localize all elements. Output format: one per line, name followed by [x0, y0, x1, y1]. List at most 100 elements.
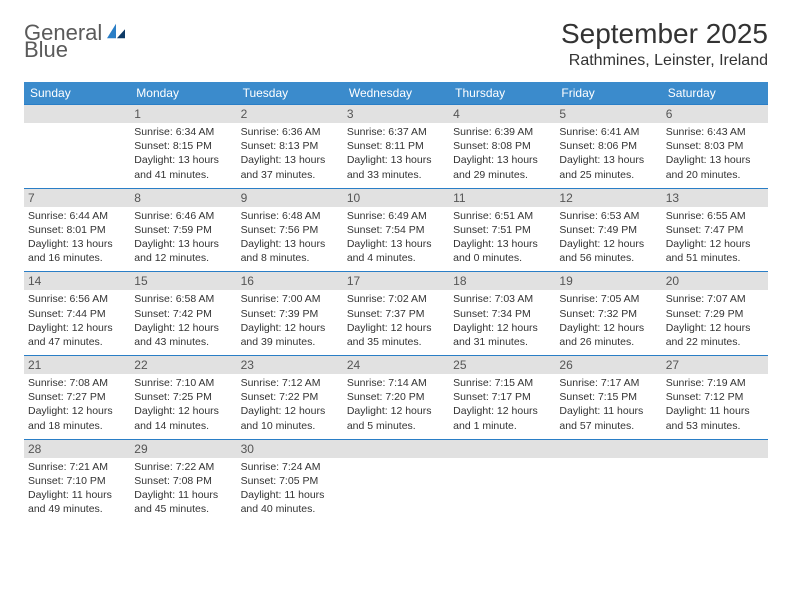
sunset-line: Sunset: 7:22 PM	[241, 390, 337, 404]
day-info: Sunrise: 7:08 AMSunset: 7:27 PMDaylight:…	[28, 376, 126, 433]
sunset-line: Sunset: 7:51 PM	[453, 223, 549, 237]
sunrise-line: Sunrise: 7:14 AM	[347, 376, 443, 390]
daylight-label: Daylight:	[241, 322, 285, 334]
sunrise-label: Sunrise:	[559, 210, 600, 222]
sunset-label: Sunset:	[559, 308, 598, 320]
daylight-label: Daylight:	[347, 405, 391, 417]
day-number: 14	[24, 272, 130, 290]
sunset-value: 7:22 PM	[279, 391, 318, 403]
day-cell	[662, 458, 768, 523]
sunset-line: Sunset: 7:39 PM	[241, 307, 337, 321]
daylight-line: Daylight: 11 hours and 40 minutes.	[241, 488, 337, 516]
sunrise-line: Sunrise: 7:21 AM	[28, 460, 124, 474]
logo-text-wrap: General Blue	[24, 22, 127, 61]
day-cell	[24, 123, 130, 188]
day-number: 27	[662, 356, 768, 374]
sunrise-label: Sunrise:	[241, 377, 282, 389]
sunrise-value: 7:22 AM	[176, 461, 215, 473]
sunset-label: Sunset:	[241, 140, 280, 152]
daynum-row: 282930	[24, 439, 768, 458]
day-cell: Sunrise: 6:39 AMSunset: 8:08 PMDaylight:…	[449, 123, 555, 188]
daylight-line: Daylight: 13 hours and 41 minutes.	[134, 153, 230, 181]
day-info: Sunrise: 7:10 AMSunset: 7:25 PMDaylight:…	[134, 376, 232, 433]
daylight-line: Daylight: 12 hours and 18 minutes.	[28, 404, 124, 432]
sunrise-line: Sunrise: 7:02 AM	[347, 292, 443, 306]
daylight-line: Daylight: 12 hours and 43 minutes.	[134, 321, 230, 349]
sunset-value: 8:11 PM	[385, 140, 423, 152]
daylight-label: Daylight:	[666, 154, 710, 166]
sunrise-label: Sunrise:	[453, 210, 494, 222]
sunrise-line: Sunrise: 6:34 AM	[134, 125, 230, 139]
daylight-label: Daylight:	[134, 238, 178, 250]
day-cell: Sunrise: 6:37 AMSunset: 8:11 PMDaylight:…	[343, 123, 449, 188]
day-cell: Sunrise: 6:36 AMSunset: 8:13 PMDaylight:…	[237, 123, 343, 188]
sunset-label: Sunset:	[28, 391, 67, 403]
sunrise-label: Sunrise:	[559, 377, 600, 389]
sunset-value: 8:15 PM	[173, 140, 212, 152]
day-number: 21	[24, 356, 130, 374]
day-cell: Sunrise: 6:43 AMSunset: 8:03 PMDaylight:…	[662, 123, 768, 188]
daylight-label: Daylight:	[666, 238, 710, 250]
sunset-line: Sunset: 7:42 PM	[134, 307, 230, 321]
daylight-line: Daylight: 12 hours and 31 minutes.	[453, 321, 549, 349]
day-header-wed: Wednesday	[343, 82, 449, 104]
daylight-label: Daylight:	[28, 405, 72, 417]
sunrise-value: 7:08 AM	[69, 377, 108, 389]
daylight-label: Daylight:	[559, 238, 603, 250]
sunrise-label: Sunrise:	[347, 126, 388, 138]
daynum-row: 14151617181920	[24, 271, 768, 290]
sunset-value: 7:47 PM	[704, 224, 743, 236]
info-row: Sunrise: 6:44 AMSunset: 8:01 PMDaylight:…	[24, 207, 768, 272]
day-number: 10	[343, 189, 449, 207]
day-cell: Sunrise: 7:03 AMSunset: 7:34 PMDaylight:…	[449, 290, 555, 355]
daylight-label: Daylight:	[134, 322, 178, 334]
day-cell: Sunrise: 7:02 AMSunset: 7:37 PMDaylight:…	[343, 290, 449, 355]
sunset-line: Sunset: 8:15 PM	[134, 139, 230, 153]
sunrise-label: Sunrise:	[559, 126, 600, 138]
sunrise-line: Sunrise: 6:58 AM	[134, 292, 230, 306]
day-number: 1	[130, 105, 236, 123]
daylight-label: Daylight:	[347, 322, 391, 334]
day-number: 26	[555, 356, 661, 374]
sunrise-line: Sunrise: 6:46 AM	[134, 209, 230, 223]
info-row: Sunrise: 6:34 AMSunset: 8:15 PMDaylight:…	[24, 123, 768, 188]
sunset-value: 7:15 PM	[598, 391, 637, 403]
day-cell: Sunrise: 7:07 AMSunset: 7:29 PMDaylight:…	[662, 290, 768, 355]
sunrise-value: 7:03 AM	[495, 293, 534, 305]
daylight-label: Daylight:	[559, 405, 603, 417]
sunrise-line: Sunrise: 6:43 AM	[666, 125, 762, 139]
sunrise-line: Sunrise: 7:03 AM	[453, 292, 549, 306]
day-cell: Sunrise: 6:51 AMSunset: 7:51 PMDaylight:…	[449, 207, 555, 272]
sunrise-value: 6:53 AM	[601, 210, 640, 222]
day-header-thu: Thursday	[449, 82, 555, 104]
location: Rathmines, Leinster, Ireland	[561, 52, 768, 70]
day-cell: Sunrise: 7:14 AMSunset: 7:20 PMDaylight:…	[343, 374, 449, 439]
daynum-row: 123456	[24, 104, 768, 123]
sunset-label: Sunset:	[134, 391, 173, 403]
daylight-label: Daylight:	[666, 322, 710, 334]
sunrise-line: Sunrise: 6:44 AM	[28, 209, 124, 223]
sunrise-value: 6:39 AM	[495, 126, 534, 138]
sunset-value: 7:10 PM	[67, 475, 106, 487]
day-info: Sunrise: 6:34 AMSunset: 8:15 PMDaylight:…	[134, 125, 232, 182]
sunset-label: Sunset:	[559, 140, 598, 152]
day-cell	[449, 458, 555, 523]
sunset-value: 7:51 PM	[492, 224, 531, 236]
sunset-line: Sunset: 7:44 PM	[28, 307, 124, 321]
sunset-line: Sunset: 7:12 PM	[666, 390, 762, 404]
sunrise-line: Sunrise: 6:36 AM	[241, 125, 337, 139]
header: General Blue September 2025 Rathmines, L…	[24, 18, 768, 70]
day-cell: Sunrise: 7:10 AMSunset: 7:25 PMDaylight:…	[130, 374, 236, 439]
sunset-value: 7:42 PM	[173, 308, 212, 320]
sunset-line: Sunset: 7:20 PM	[347, 390, 443, 404]
day-number: 15	[130, 272, 236, 290]
day-number	[24, 105, 130, 123]
sunset-value: 8:01 PM	[67, 224, 106, 236]
sunset-value: 7:56 PM	[279, 224, 318, 236]
day-number: 6	[662, 105, 768, 123]
sunrise-label: Sunrise:	[241, 293, 282, 305]
sunrise-label: Sunrise:	[666, 377, 707, 389]
sunset-label: Sunset:	[666, 140, 705, 152]
daylight-line: Daylight: 12 hours and 39 minutes.	[241, 321, 337, 349]
sunset-value: 7:05 PM	[279, 475, 318, 487]
